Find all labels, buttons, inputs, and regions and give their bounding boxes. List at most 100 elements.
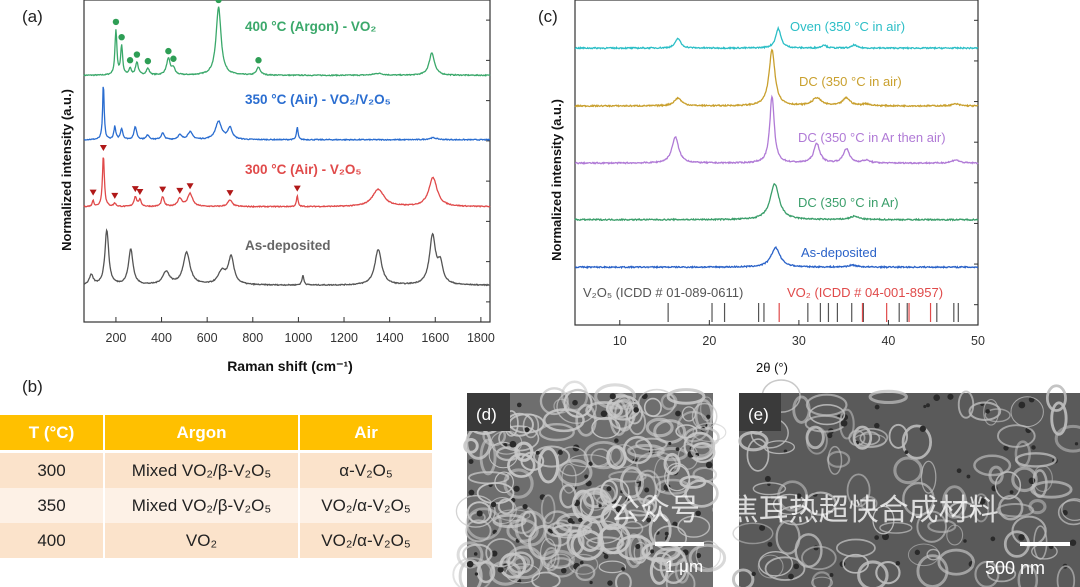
peak-marker-circle xyxy=(118,33,125,41)
series-line-1 xyxy=(574,48,979,108)
sem-pore xyxy=(598,504,602,508)
table-header-row: T (°C) Argon Air xyxy=(0,415,432,453)
raman-series-label: 350 °C (Air) - VO₂/V₂O₅ xyxy=(245,92,391,107)
sem-pore xyxy=(874,422,880,429)
sem-texture xyxy=(1030,480,1073,499)
sem-texture xyxy=(1061,498,1080,522)
sem-pore xyxy=(491,550,498,557)
sem-texture xyxy=(778,505,813,526)
xrd-series-label: DC (350 °C in air) xyxy=(799,74,902,89)
sem-texture xyxy=(764,556,806,581)
sem-pore xyxy=(764,475,771,482)
table-header: Argon xyxy=(105,415,300,450)
sem-texture xyxy=(846,473,871,508)
x-tick-label: 1200 xyxy=(330,331,358,345)
table-row: 350 Mixed VO₂/β-V₂O₅ VO₂/α-V₂O₅ xyxy=(0,488,432,523)
sem-texture xyxy=(575,403,597,437)
sem-pore xyxy=(571,520,575,525)
sem-pore xyxy=(767,541,773,547)
peak-marker-circle xyxy=(165,47,172,55)
sem-texture xyxy=(538,422,575,442)
table-cell: Mixed VO₂/β-V₂O₅ xyxy=(105,488,300,523)
series-line-1 xyxy=(83,86,491,142)
peak-marker-circle xyxy=(133,51,141,58)
sem-texture xyxy=(690,442,713,460)
sem-pore xyxy=(895,560,901,566)
panel-label-e: (e) xyxy=(748,405,769,424)
sem-texture xyxy=(875,560,901,585)
sem-pore xyxy=(919,425,926,432)
sem-pore xyxy=(956,468,962,474)
sem-pore xyxy=(829,573,834,577)
raman-chart: 200 400 600 800 1000 1200 1400 1600 1800 400 °C … xyxy=(59,0,495,374)
peak-marker-triangle xyxy=(186,183,194,190)
raman-x-axis-label: Raman shift (cm⁻¹) xyxy=(227,358,353,374)
x-tick-label: 20 xyxy=(702,334,716,348)
sem-texture xyxy=(467,471,510,485)
sem-pore xyxy=(675,410,681,417)
table-cell: Mixed VO₂/β-V₂O₅ xyxy=(105,453,300,488)
sem-image-d: (d) 1 μm xyxy=(452,380,727,587)
sem-pore xyxy=(985,409,990,414)
sem-texture xyxy=(557,459,593,487)
sem-pore xyxy=(644,487,650,493)
xrd-reference-label: VO₂ (ICDD # 04-001-8957) xyxy=(787,285,943,300)
sem-pore xyxy=(966,474,971,479)
table-cell: 350 xyxy=(0,488,105,523)
sem-texture xyxy=(542,408,585,433)
x-tick-label: 30 xyxy=(792,334,806,348)
sem-pore xyxy=(783,449,788,454)
sem-texture xyxy=(758,551,793,577)
sem-texture xyxy=(654,547,686,567)
table-cell: 300 xyxy=(0,453,105,488)
sem-texture xyxy=(927,519,957,534)
sem-texture xyxy=(634,469,662,504)
x-tick-label: 1000 xyxy=(284,331,312,345)
sem-pore xyxy=(615,505,623,513)
sem-texture xyxy=(653,525,688,552)
sem-texture xyxy=(489,560,522,586)
peak-marker-circle xyxy=(112,18,120,26)
x-tick-label: 400 xyxy=(151,331,172,345)
panel-label-d: (d) xyxy=(476,405,497,424)
sem-texture xyxy=(942,485,967,519)
sem-texture xyxy=(522,413,540,439)
sem-texture xyxy=(937,548,975,576)
sem-texture xyxy=(458,559,483,587)
sem-pore xyxy=(1069,539,1077,546)
sem-texture xyxy=(463,438,479,454)
sem-texture xyxy=(857,560,889,587)
x-tick-label: 800 xyxy=(242,331,263,345)
table-row: 300 Mixed VO₂/β-V₂O₅ α-V₂O₅ xyxy=(0,453,432,488)
sem-texture xyxy=(601,503,629,530)
xrd-chart: 10 20 30 40 50 Oven (350 °C in air) DC (350 … xyxy=(549,0,985,375)
sem-texture xyxy=(738,431,769,452)
sem-pore xyxy=(1009,490,1014,495)
sem-texture xyxy=(505,563,541,584)
sem-pore xyxy=(664,531,669,536)
sem-pore xyxy=(767,495,772,500)
sem-pore xyxy=(904,450,909,455)
sem-texture xyxy=(731,568,755,587)
sem-texture xyxy=(497,498,515,515)
sem-texture xyxy=(492,513,527,529)
sem-texture xyxy=(575,563,596,582)
sem-texture xyxy=(532,445,571,468)
scale-bar xyxy=(1020,542,1070,546)
sem-texture xyxy=(628,534,649,565)
sem-texture xyxy=(695,540,722,570)
sem-texture xyxy=(507,453,536,478)
sem-pore xyxy=(706,414,711,419)
peak-marker-triangle xyxy=(136,189,144,196)
xrd-series-label: DC (350 °C in Ar then air) xyxy=(798,130,946,145)
sem-texture xyxy=(514,510,547,547)
sem-texture xyxy=(495,446,521,462)
sem-pore xyxy=(588,461,593,466)
sem-pore xyxy=(466,560,474,568)
table-cell: VO₂/α-V₂O₅ xyxy=(321,495,411,515)
sem-pore xyxy=(635,543,641,549)
sem-texture xyxy=(1011,466,1038,493)
panel-label-a: (a) xyxy=(22,7,43,26)
sem-texture xyxy=(859,495,878,512)
sem-texture xyxy=(1017,564,1039,587)
